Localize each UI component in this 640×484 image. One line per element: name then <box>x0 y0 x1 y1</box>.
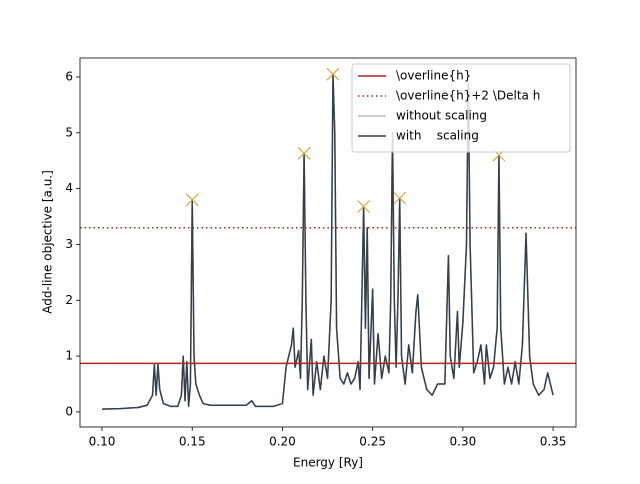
x-tick-label: 0.30 <box>450 435 477 449</box>
x-tick-label: 0.15 <box>179 435 206 449</box>
x-tick-label: 0.20 <box>269 435 296 449</box>
y-tick-label: 4 <box>65 181 73 195</box>
y-tick-label: 0 <box>65 404 73 418</box>
y-tick-label: 2 <box>65 293 73 307</box>
y-axis-label: Add-line objective [a.u.] <box>41 170 55 314</box>
x-tick-label: 0.10 <box>89 435 116 449</box>
y-tick-label: 1 <box>65 349 73 363</box>
x-tick-label: 0.25 <box>359 435 386 449</box>
peak-marker <box>357 200 371 213</box>
peak-marker <box>326 67 340 81</box>
y-tick-label: 3 <box>65 237 73 251</box>
peak-marker <box>185 193 199 207</box>
x-axis-label: Energy [Ry] <box>293 456 363 470</box>
legend: \overline{h} \overline{h}+2 \Delta h witho… <box>351 63 571 153</box>
legend-box <box>351 63 571 153</box>
plot-area <box>80 67 576 410</box>
peak-marker <box>393 191 407 205</box>
axes-frame <box>79 57 577 428</box>
legend-label: \overline{h} <box>396 69 471 83</box>
x-tick-label: 0.35 <box>540 435 567 449</box>
legend-label: with scaling <box>396 129 479 143</box>
y-tick-label: 6 <box>65 69 73 83</box>
peak-marker <box>297 147 311 160</box>
y-tick-label: 5 <box>65 125 73 139</box>
legend-label: \overline{h}+2 \Delta h <box>396 89 540 103</box>
legend-label: without scaling <box>396 109 487 123</box>
